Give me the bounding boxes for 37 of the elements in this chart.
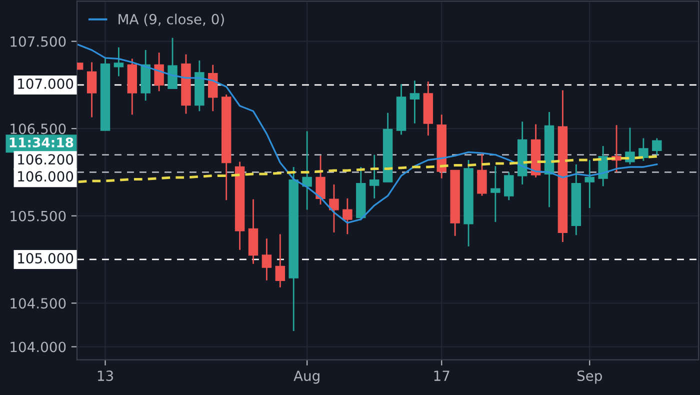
legend-label: MA (9, close, 0) (118, 14, 224, 26)
candlestick (168, 37, 178, 90)
candlestick (652, 137, 662, 156)
candlestick (86, 62, 97, 118)
candlestick (342, 198, 352, 235)
candlestick (598, 145, 608, 187)
y-tick-label: 104.500 (10, 298, 66, 309)
candlestick (369, 154, 380, 200)
candlestick (504, 172, 514, 201)
x-tick-label: Aug (294, 370, 320, 384)
x-tick-label: 13 (98, 370, 113, 382)
candlestick (262, 238, 272, 282)
candlestick (302, 130, 312, 210)
y-tick-label: 105.500 (10, 210, 66, 222)
x-tick-label: Sep (577, 370, 602, 384)
candlestick (275, 233, 286, 288)
annotation: 11:34:18 (10, 137, 74, 148)
y-tick-label: 107.500 (10, 36, 66, 47)
y-tick-label: 104.000 (10, 342, 66, 352)
candlestick (316, 154, 326, 206)
candlestick (208, 64, 218, 112)
candlestick (490, 165, 500, 223)
ref-line-label: 105.000 (18, 253, 74, 264)
candlestick (625, 127, 635, 166)
candlestick (114, 46, 124, 77)
candlestick (154, 52, 164, 92)
ref-line-label: 107.000 (18, 78, 74, 89)
candlestick (584, 159, 594, 209)
candlestick (477, 153, 487, 196)
line-series (78, 44, 658, 224)
candlestick (410, 80, 420, 124)
y-tick-label: 106.500 (10, 124, 66, 134)
ref-line-label: 106.000 (18, 171, 74, 182)
ref-line-label: 106.200 (18, 154, 74, 165)
candlestick (329, 184, 339, 234)
x-tick-label: 17 (434, 370, 450, 381)
candlestick (638, 137, 648, 162)
